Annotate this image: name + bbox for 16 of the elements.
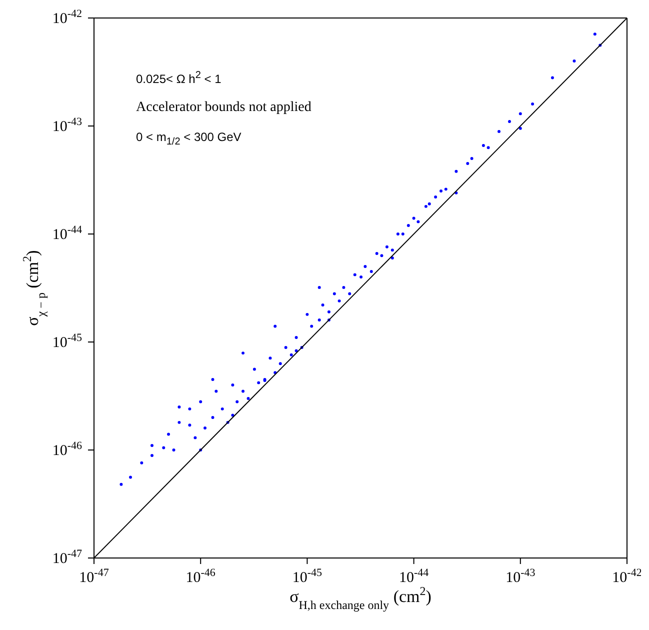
x-tick-label: 10$^{-44}$: [398, 567, 430, 586]
y-tick-label: 10$^{-44}$: [52, 224, 82, 243]
y-tick-label: 10$^{-47}$: [52, 548, 82, 567]
annotation: 0.025< Ω h$^{2}$ < 1: [136, 70, 222, 88]
x-tick-label: 10$^{-47}$: [79, 567, 110, 586]
y-tick-label: 10$^{-42}$: [52, 8, 82, 27]
x-tick-label: 10$^{-46}$: [186, 567, 216, 586]
x-tick-label: 10$^{-43}$: [506, 567, 536, 586]
y-tick-label: 10$^{-45}$: [52, 332, 82, 351]
annotation: Accelerator bounds not applied: [136, 100, 312, 117]
x-tick-label: 10$^{-42}$: [612, 567, 642, 586]
x-tick-label: 10$^{-45}$: [292, 567, 323, 586]
y-tick-label: 10$^{-43}$: [52, 116, 82, 135]
annotation: 0 < m$_{1/2}$ < 300 GeV: [136, 130, 242, 150]
y-tick-label: 10$^{-46}$: [52, 440, 82, 459]
x-axis-title: σ$_{H,h exchange only}$ (cm$^{2}$): [290, 584, 432, 612]
